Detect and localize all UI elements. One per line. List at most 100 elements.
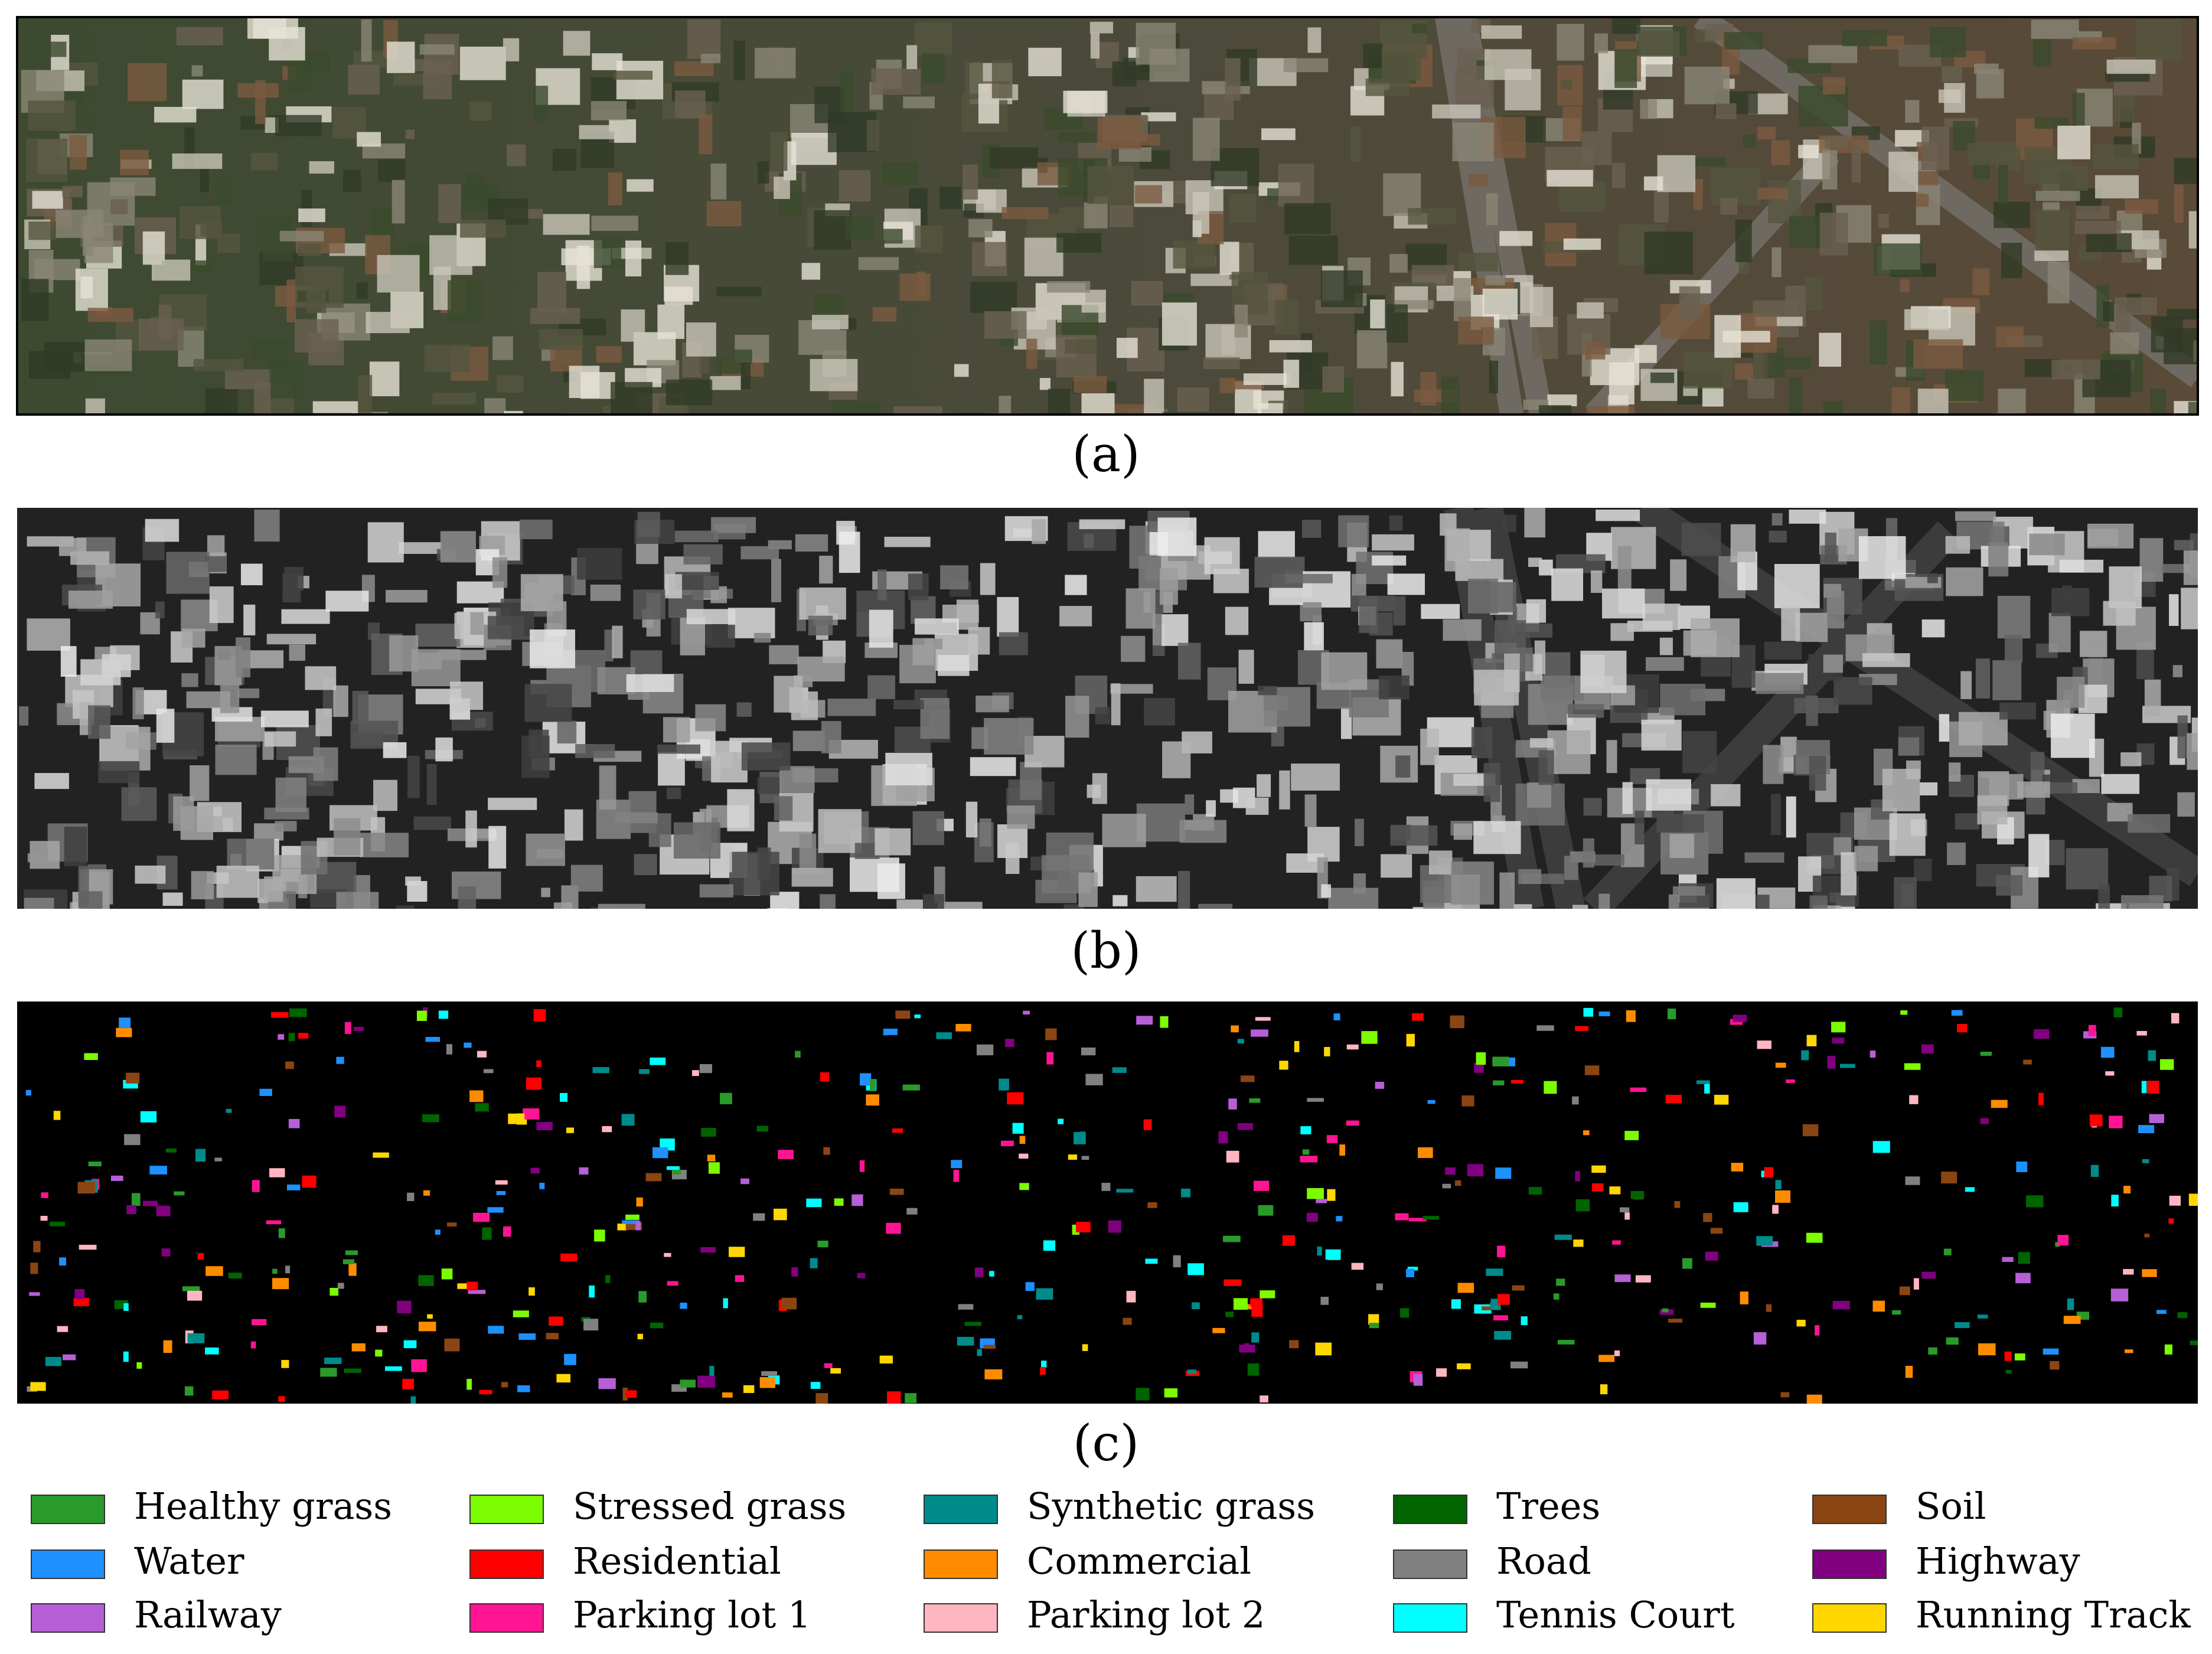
building <box>28 221 56 240</box>
building <box>1274 299 1299 334</box>
label-patch <box>1351 1262 1364 1270</box>
label-patch <box>124 1134 141 1146</box>
building <box>808 615 833 635</box>
label-patch <box>1025 1282 1035 1291</box>
building <box>908 573 929 601</box>
label-patch <box>546 1333 559 1340</box>
building <box>87 308 133 322</box>
building <box>377 255 420 293</box>
building <box>1112 895 1128 906</box>
label-patch <box>1592 1183 1604 1192</box>
building <box>2076 205 2110 220</box>
label-patch <box>1486 1268 1503 1276</box>
building <box>770 132 788 171</box>
building <box>541 888 550 898</box>
label-patch <box>1068 1154 1078 1160</box>
building <box>1351 573 1366 596</box>
building <box>846 217 875 240</box>
building <box>156 709 175 743</box>
building <box>1288 235 1338 265</box>
label-patch <box>773 1208 787 1221</box>
building <box>872 307 897 322</box>
building <box>497 375 524 393</box>
label-patch <box>1406 1033 1415 1047</box>
building <box>1684 352 1733 389</box>
building <box>906 45 918 70</box>
building <box>1650 372 1675 383</box>
legend: Healthy grass Stressed grass Synthetic gra… <box>31 1485 2191 1636</box>
building <box>1047 280 1091 293</box>
building <box>1916 194 1929 207</box>
label-patch <box>1921 1044 1934 1054</box>
building <box>881 162 918 185</box>
label-patch <box>887 1391 901 1404</box>
building <box>19 706 29 726</box>
label-patch <box>1164 1388 1178 1398</box>
building <box>1527 782 1552 808</box>
building <box>869 609 893 648</box>
building <box>628 690 650 700</box>
building <box>1065 575 1087 595</box>
building <box>675 572 719 590</box>
label-patch <box>984 1369 1003 1379</box>
building <box>1432 105 1481 119</box>
building <box>604 629 614 662</box>
building <box>1642 603 1681 630</box>
building <box>590 907 619 909</box>
label-patch <box>957 1336 974 1346</box>
building <box>850 857 899 892</box>
building <box>469 612 484 635</box>
label-patch <box>40 1216 48 1221</box>
label-patch <box>373 1152 389 1158</box>
label-patch <box>466 1379 472 1390</box>
building <box>699 884 733 898</box>
legend-label: Parking lot 2 <box>1027 1593 1265 1636</box>
building <box>307 52 330 73</box>
building <box>954 364 969 377</box>
building <box>1921 126 1949 171</box>
label-patch <box>1575 1026 1589 1031</box>
building <box>1809 755 1826 791</box>
label-patch <box>298 1033 309 1039</box>
building <box>1851 148 1861 183</box>
label-patch <box>1085 1074 1103 1085</box>
building <box>405 876 421 886</box>
label-patch <box>2055 1242 2060 1247</box>
label-patch <box>1756 1236 1773 1246</box>
building <box>2103 301 2115 322</box>
label-patch <box>1980 1051 1992 1056</box>
label-patch <box>477 1051 487 1058</box>
building <box>1945 370 1983 402</box>
label-patch <box>1575 1199 1590 1212</box>
label-patch <box>902 1084 920 1091</box>
label-patch <box>1395 1213 1409 1221</box>
building <box>1372 534 1414 551</box>
building <box>563 31 590 56</box>
legend-label: Highway <box>1916 1539 2080 1583</box>
label-patch <box>1126 1291 1136 1303</box>
building <box>383 742 407 758</box>
building <box>459 46 506 80</box>
building <box>373 779 397 811</box>
label-patch <box>1775 1180 1782 1190</box>
building <box>970 757 1016 777</box>
label-patch <box>892 1128 903 1133</box>
label-patch <box>983 1345 996 1349</box>
building <box>88 705 111 739</box>
building <box>1878 213 1889 229</box>
label-patch <box>1554 1234 1572 1240</box>
building <box>1660 683 1706 716</box>
building <box>1529 738 1554 748</box>
label-patch <box>30 1382 46 1391</box>
building <box>799 587 846 620</box>
building <box>893 406 943 415</box>
building <box>791 867 833 887</box>
label-patch <box>1368 1314 1379 1325</box>
label-patch <box>74 1289 85 1299</box>
label-patch <box>701 1128 716 1137</box>
label-patch <box>1591 1165 1606 1173</box>
label-patch <box>2002 1257 2014 1262</box>
building <box>590 101 627 120</box>
building <box>1770 794 1781 836</box>
label-patch <box>1796 1319 1806 1327</box>
